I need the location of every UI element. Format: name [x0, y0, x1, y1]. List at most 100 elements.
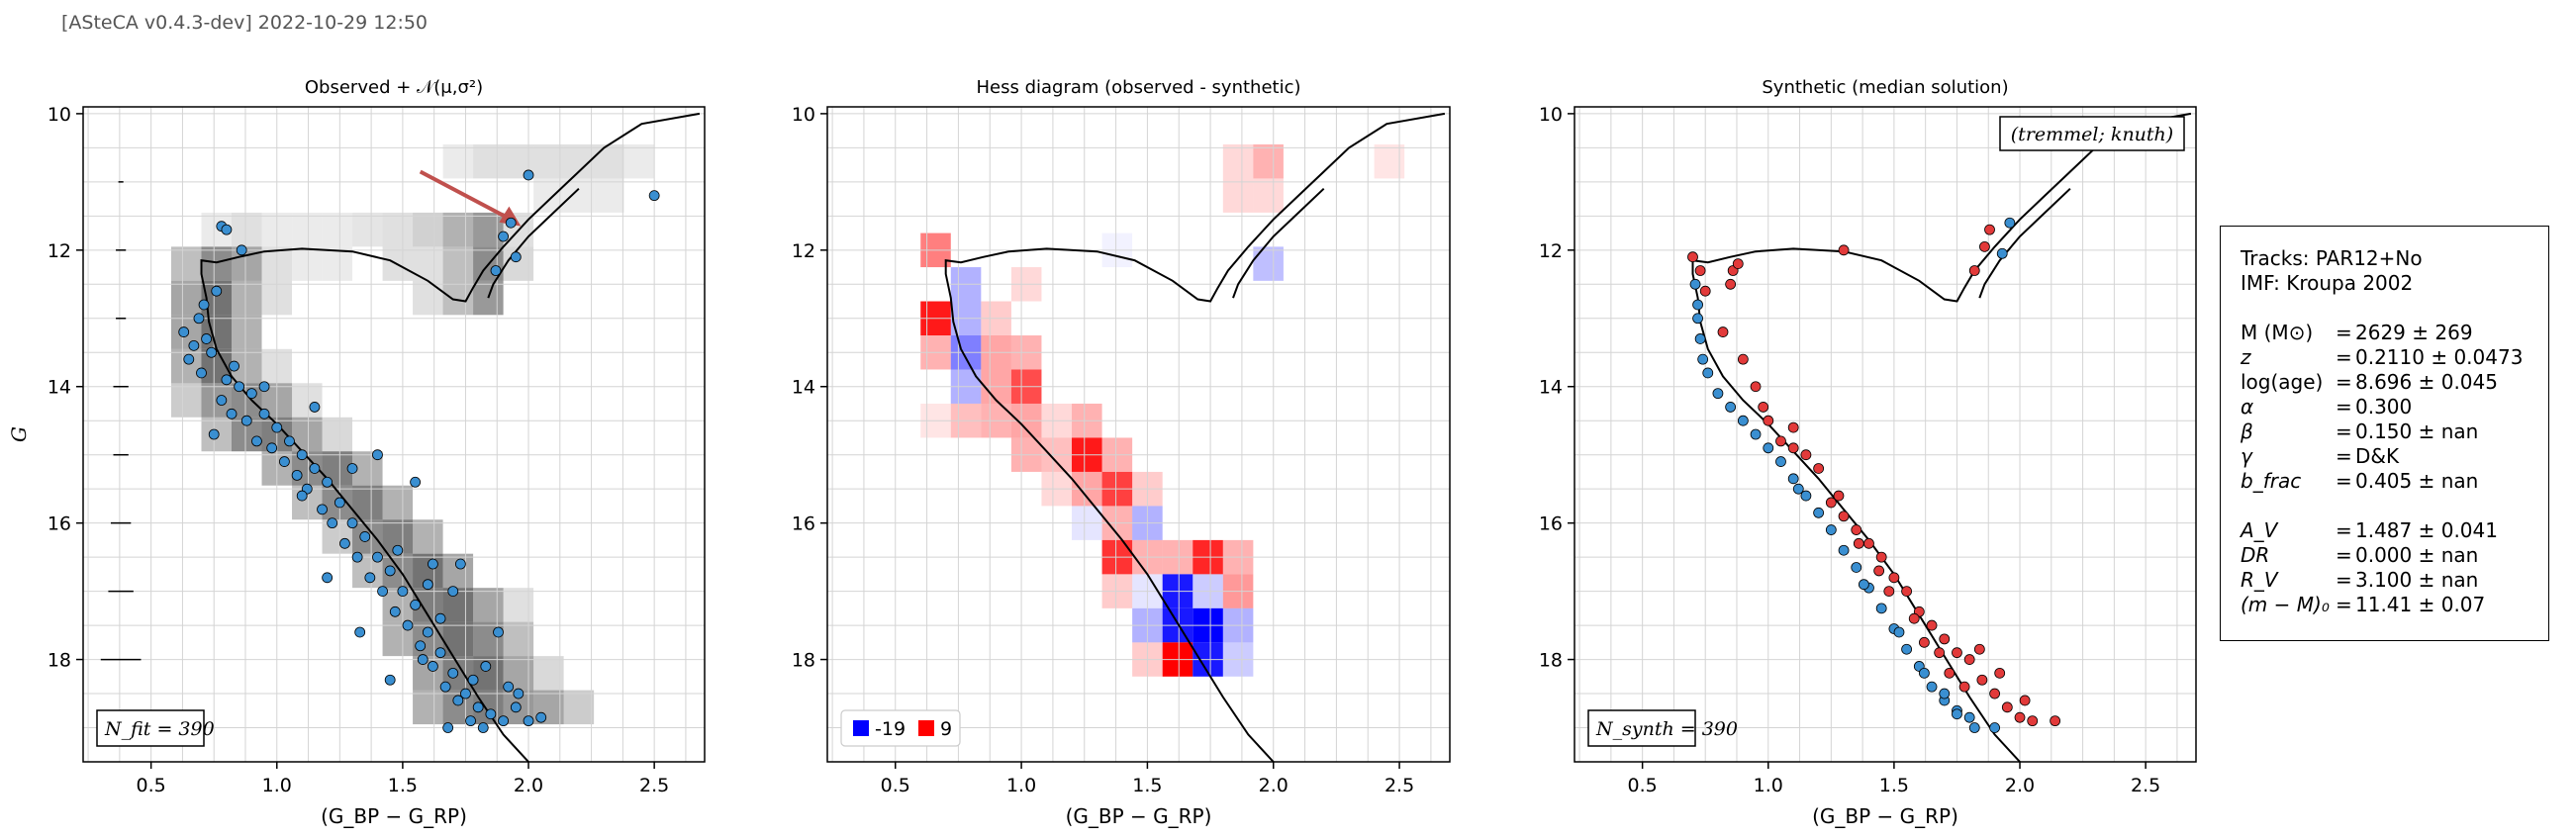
data-point	[2001, 701, 2013, 713]
y-axis-label: G	[7, 426, 31, 442]
hess-cell	[1253, 246, 1284, 281]
density-cell	[503, 621, 534, 657]
chart-3: 0.5 1.0 1.5 2.0 2.5 10 12 14 16 18 Synthetic (medi…	[1539, 77, 2197, 828]
data-point	[422, 579, 433, 591]
data-point	[178, 326, 190, 337]
data-point	[1838, 244, 1850, 256]
hess-cell	[1253, 143, 1284, 179]
x-tick-label: 2.0	[1259, 775, 1288, 796]
x-tick-label: 2.5	[1384, 775, 1414, 796]
data-point	[377, 586, 388, 598]
data-point	[442, 722, 454, 733]
data-point	[196, 367, 207, 379]
data-point	[271, 421, 283, 433]
data-point	[359, 531, 371, 542]
x-tick-label: 1.5	[388, 775, 418, 796]
density-cell	[563, 690, 595, 725]
data-point	[1687, 251, 1698, 263]
data-point	[422, 626, 433, 638]
density-cell	[413, 519, 443, 554]
data-point	[1926, 619, 1938, 631]
data-point	[183, 353, 195, 365]
data-point	[1893, 626, 1905, 638]
data-point	[309, 463, 321, 474]
density-cell	[352, 212, 383, 247]
density-cell	[473, 656, 504, 691]
data-point	[372, 449, 383, 461]
data-point	[410, 476, 422, 488]
data-point	[1758, 402, 1769, 413]
data-point	[279, 456, 290, 467]
annotation-box	[1587, 709, 1696, 747]
param-key: γ	[2241, 444, 2252, 468]
x-axis-label: (G_BP − G_RP)	[1812, 804, 1958, 828]
data-point	[1984, 224, 1995, 235]
data-point	[236, 244, 247, 256]
param-key: β	[2241, 420, 2253, 443]
density-cell	[623, 143, 655, 179]
data-point	[477, 722, 489, 733]
data-point	[322, 476, 334, 488]
chart-1: 0.5 1.0 1.5 2.0 2.5 10 12 14 16 18 Observed + 𝒩(μ,…	[7, 77, 706, 828]
data-point	[296, 449, 308, 461]
data-point	[503, 681, 515, 693]
data-point	[1825, 524, 1837, 535]
data-point	[498, 715, 509, 727]
data-point	[505, 217, 517, 229]
density-cell	[473, 212, 504, 247]
data-point	[485, 708, 497, 720]
x-tick-label: 1.0	[1006, 775, 1036, 796]
data-point	[354, 626, 366, 638]
data-point	[1737, 353, 1749, 365]
data-point	[1958, 681, 1970, 693]
data-point	[234, 381, 245, 393]
data-point	[372, 551, 383, 563]
hess-cell	[1222, 178, 1254, 213]
data-point	[1939, 633, 1951, 645]
y-tick-label: 16	[792, 513, 815, 535]
data-point	[1694, 265, 1706, 276]
data-point	[434, 612, 446, 624]
data-point	[1858, 579, 1869, 591]
data-point	[1989, 688, 2000, 699]
param-value: 8.696 ± 0.045	[2355, 370, 2498, 394]
hess-cell	[1222, 143, 1254, 179]
data-point	[226, 408, 238, 420]
data-point	[1697, 353, 1709, 365]
legend-swatch	[853, 720, 869, 736]
x-tick-label: 0.5	[1628, 775, 1658, 796]
data-point	[258, 381, 270, 393]
param-row: b_frac = 0.405 ± nan	[2241, 469, 2479, 493]
density-cell	[382, 485, 414, 520]
y-tick-label: 12	[1539, 240, 1563, 262]
data-point	[397, 586, 409, 598]
legend-box	[840, 709, 961, 747]
data-point	[1787, 442, 1799, 454]
data-point	[1763, 442, 1774, 454]
data-point	[1699, 285, 1711, 297]
data-point	[1787, 473, 1799, 485]
legend-label: 9	[940, 718, 952, 740]
y-tick-label: 18	[1539, 650, 1563, 672]
annotation-text: N_synth = 390	[1595, 718, 1738, 740]
chart-title: Observed + 𝒩(μ,σ²)	[305, 77, 483, 98]
x-tick-label: 1.0	[1754, 775, 1783, 796]
x-axis-label: (G_BP − G_RP)	[321, 804, 467, 828]
data-point	[1737, 415, 1749, 426]
data-point	[460, 688, 471, 699]
density-cell	[232, 212, 262, 247]
data-point	[384, 674, 396, 686]
data-point	[1800, 490, 1812, 502]
data-point	[284, 435, 295, 447]
data-point	[1763, 415, 1774, 426]
data-point	[346, 517, 358, 529]
param-row: β = 0.150 ± nan	[2241, 420, 2479, 443]
isochrone-branch	[1232, 187, 1325, 299]
density-cell	[473, 588, 504, 622]
density-cell	[170, 246, 202, 281]
data-point	[1851, 524, 1862, 535]
density-cell	[322, 212, 353, 247]
density-cell	[413, 212, 443, 247]
data-point	[1944, 667, 1956, 679]
